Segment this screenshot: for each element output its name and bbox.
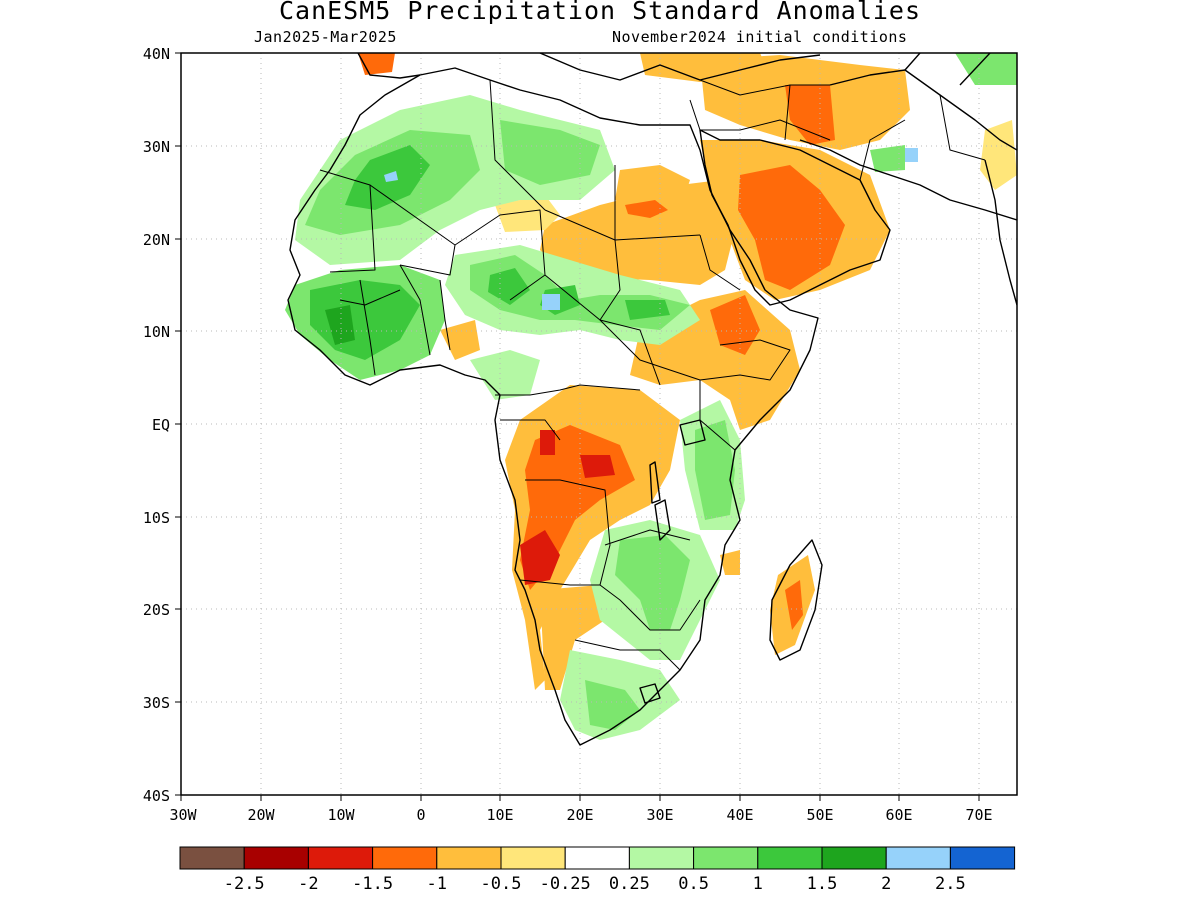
anomaly-region-tanzania-dry [720, 550, 740, 575]
lon-label: 50E [806, 806, 833, 824]
colorbar-label: -0.5 [481, 874, 522, 894]
madagascar-coastline [769, 539, 823, 661]
lat-label: 40N [143, 45, 170, 63]
colorbar-swatch [243, 846, 309, 870]
anomaly-region-sahara-wet-peak [384, 171, 398, 182]
forecast-period: Jan2025-Mar2025 [254, 28, 397, 46]
colorbar-swatch [628, 846, 695, 870]
colorbar-label: -0.25 [540, 874, 591, 894]
anomaly-region-gulf-wet [870, 145, 905, 172]
lon-label: 30W [169, 806, 197, 824]
lesotho-border [639, 683, 661, 704]
lat-label: 30S [143, 694, 170, 712]
colorbar-swatch [372, 846, 438, 870]
colorbar-label: 1.5 [807, 874, 838, 894]
lat-label: 20S [143, 601, 170, 619]
anomaly-region-kenya-mid [695, 420, 735, 520]
anomaly-region-libya-wet [500, 120, 600, 185]
anomaly-region-iraq-strong [785, 85, 835, 145]
lon-label: 10E [486, 806, 513, 824]
tick-marks [175, 52, 980, 801]
anomaly-region-zambia-mid [615, 535, 690, 630]
lon-label: 20E [566, 806, 593, 824]
colorbar-swatch [693, 846, 759, 870]
anomaly-region-angola-extreme [520, 430, 615, 585]
colorbar-swatch [757, 846, 823, 870]
anomaly-region-sahel-strong [625, 200, 668, 218]
mediterranean-north [539, 53, 821, 81]
anomaly-region-libya-dry [495, 195, 560, 232]
arabia-coastline [699, 129, 891, 306]
anomaly-region-nigeria-wet [470, 350, 540, 400]
longitude-labels: 30W 20W 10W 0 10E 20E 30E 40E 50E 60E 70… [169, 806, 992, 824]
anomaly-region-sahel-dry [540, 180, 735, 285]
lake-tanganyika [649, 461, 661, 504]
colorbar-label: 0.5 [678, 874, 709, 894]
colorbar-label: -2 [298, 874, 318, 894]
colorbar-swatch [821, 846, 887, 870]
colorbar-swatch [949, 846, 1016, 870]
colorbar-labels: -2.5 -2 -1.5 -1 -0.5 -0.25 0.25 0.5 1 1.5 2 2.5 [224, 874, 966, 894]
anomaly-fields [285, 53, 1017, 740]
anomaly-region-namibia [540, 585, 605, 690]
colorbar-swatch [564, 846, 630, 870]
anomaly-region-med-north [640, 53, 770, 82]
map-title: CanESM5 Precipitation Standard Anomalies [278, 0, 922, 25]
lake-malawi [654, 499, 671, 541]
anomaly-region-gulf-peak [905, 148, 918, 162]
colorbar-label: -1 [427, 874, 447, 894]
anomaly-region-egypt-dry [615, 165, 690, 215]
lat-label: 40S [143, 787, 170, 805]
lat-label: 10S [143, 509, 170, 527]
anomaly-region-gulf [980, 120, 1017, 190]
lon-label: 30E [646, 806, 673, 824]
colorbar-swatch [885, 846, 951, 870]
lat-label: 10N [143, 323, 170, 341]
lat-label: EQ [152, 416, 170, 434]
anomaly-region-chad-strong [488, 268, 670, 320]
lon-label: 0 [416, 806, 425, 824]
anomaly-region-arabia-strong [738, 165, 845, 290]
lat-label: 30N [143, 138, 170, 156]
iberia-coast [357, 53, 421, 79]
lon-label: 70E [965, 806, 992, 824]
initial-conditions: November2024 initial conditions [612, 28, 908, 46]
colorbar-swatch [436, 846, 502, 870]
colorbar-label: -1.5 [352, 874, 393, 894]
colorbar-label: 0.25 [609, 874, 650, 894]
lat-label: 20N [143, 231, 170, 249]
anomaly-region-madagascar-strong [785, 580, 803, 630]
caspian-coast [904, 53, 991, 86]
coastline-outline [287, 53, 1017, 746]
lon-label: 60E [885, 806, 912, 824]
lon-label: 20W [247, 806, 275, 824]
country-borders [319, 79, 986, 671]
colorbar-swatch [500, 846, 566, 870]
colorbar-label: 2.5 [935, 874, 966, 894]
gridlines [181, 53, 1017, 795]
colorbar-label: 1 [753, 874, 763, 894]
anomaly-region-south-africa-mid [585, 680, 640, 730]
colorbar-swatch [179, 846, 245, 870]
latitude-labels: 40N 30N 20N 10N EQ 10S 20S 30S 40S [143, 45, 170, 805]
persian-gulf-coast [799, 139, 1017, 221]
anomaly-region-chad-peak [542, 294, 560, 310]
lon-label: 40E [726, 806, 753, 824]
lon-label: 10W [327, 806, 355, 824]
colorbar [179, 846, 1016, 870]
colorbar-swatch [307, 846, 374, 870]
anomaly-region-caspian-wet [955, 53, 1017, 85]
colorbar-label: 2 [881, 874, 891, 894]
anomaly-region-ethiopia-strong [710, 295, 760, 355]
colorbar-label: -2.5 [224, 874, 265, 894]
anomaly-region-guinea-peak [325, 305, 355, 345]
india-coast [984, 159, 1017, 306]
lake-victoria [679, 419, 706, 446]
